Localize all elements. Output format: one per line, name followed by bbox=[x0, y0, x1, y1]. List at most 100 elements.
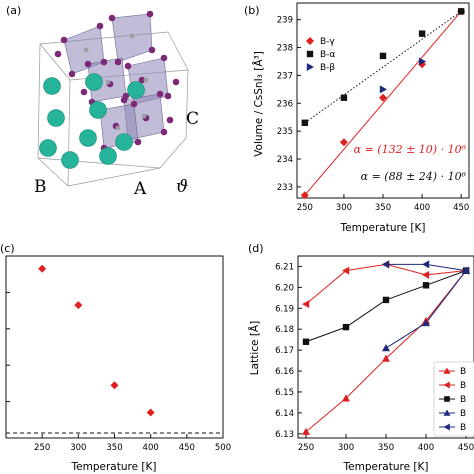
cell-edge-8 bbox=[67, 79, 71, 187]
panel-d-point-s0-1 bbox=[342, 394, 350, 402]
panel-b-ytick-label-4: 237 bbox=[277, 71, 293, 81]
annotation-fit-red: α = (132 ± 10) · 10⁶ bbox=[354, 143, 467, 156]
panel-b-ticks: 250 300 350 400 450 233 234 235 236 237 238 239 bbox=[277, 16, 470, 213]
annotation-fit-black: α = (88 ± 24) · 10⁶ bbox=[361, 170, 467, 183]
cesium-atom-7 bbox=[61, 151, 79, 169]
panel-b-ytick-label-2: 235 bbox=[277, 127, 293, 137]
panel-b-legend-marker-1 bbox=[306, 50, 314, 58]
tin-atom-5 bbox=[115, 125, 121, 131]
panel-d-point-s2-1 bbox=[342, 323, 350, 331]
panel-b-xlabel: Temperature [K] bbox=[340, 222, 426, 234]
cesium-atom-4 bbox=[127, 81, 145, 99]
panel-c-xtick-label-5: 500 bbox=[215, 443, 231, 453]
panel-d-point-s1-3 bbox=[422, 270, 430, 279]
cesium-atom-1 bbox=[85, 73, 103, 91]
panel-b-markers bbox=[300, 7, 466, 200]
panel-a-crystal-structure: (a) B A C ϑ bbox=[6, 4, 199, 199]
panel-b-ytick-label-3: 236 bbox=[277, 99, 293, 109]
axis-label-a: A bbox=[133, 179, 147, 199]
panel-d-xlabel: Temperature [K] bbox=[343, 461, 429, 473]
iodine-atom-22 bbox=[172, 78, 180, 86]
panel-b-point-s1-1 bbox=[340, 94, 348, 101]
cesium-atom-9 bbox=[99, 147, 117, 165]
cesium-atom-2 bbox=[47, 109, 65, 127]
panel-c-xtick-label-1: 300 bbox=[70, 443, 86, 453]
iodine-atom-29 bbox=[54, 50, 62, 58]
iodine-atom-3 bbox=[146, 10, 154, 18]
panel-c-xlabel: Temperature [K] bbox=[71, 461, 157, 473]
panel-d-ytick-label-5: 6.18 bbox=[275, 325, 294, 335]
panel-b-legend-marker-0 bbox=[306, 37, 314, 45]
cesium-atom-3 bbox=[89, 101, 107, 119]
tin-atom-4 bbox=[141, 113, 147, 119]
panel-d-markers bbox=[302, 260, 470, 435]
panel-c-point-s0-1 bbox=[74, 301, 83, 310]
panel-d-ytick-label-2: 6.15 bbox=[275, 388, 294, 398]
panel-b-point-s0-1 bbox=[339, 138, 348, 147]
panel-c-chart: (c) 250 300 350 400 450 500 Temperature [K] bbox=[0, 242, 231, 473]
iodine-atom-6 bbox=[148, 46, 156, 54]
cell-edge-10 bbox=[67, 167, 161, 187]
panel-d-label: (d) bbox=[248, 242, 264, 255]
iodine-atom-23 bbox=[166, 116, 174, 124]
iodine-atom-11 bbox=[130, 100, 138, 108]
panel-b-legend-markers bbox=[306, 37, 314, 71]
legend-d-3: B bbox=[460, 409, 466, 419]
cell-edge-3 bbox=[37, 157, 161, 169]
iodine-atom-5 bbox=[68, 70, 76, 78]
panel-b-point-s2-0 bbox=[379, 85, 387, 94]
iodine-atom-12 bbox=[84, 60, 92, 68]
panel-b-xtick-label-0: 250 bbox=[297, 203, 313, 213]
panel-d-line-2 bbox=[305, 270, 467, 343]
panel-d-legend-markers bbox=[439, 367, 455, 431]
panel-b-fit-line-0 bbox=[304, 11, 462, 196]
tin-atom-0 bbox=[83, 47, 89, 53]
axis-label-theta: ϑ bbox=[176, 177, 188, 197]
cesium-atom-5 bbox=[39, 139, 57, 157]
panel-d-point-s1-0 bbox=[302, 300, 310, 309]
cell-edge-5 bbox=[185, 69, 189, 139]
panel-d-point-s2-3 bbox=[422, 282, 430, 289]
panel-b-xtick-label-2: 350 bbox=[375, 203, 391, 213]
panel-d-legend-marker-1 bbox=[443, 381, 450, 389]
panel-d-xtick-label-3: 400 bbox=[418, 443, 434, 453]
panel-d-point-s4-0 bbox=[382, 260, 390, 269]
panel-d-ticks: 250 300 350 400 450 6.13 6.14 6.15 6.16 6.17 6.18 6… bbox=[275, 262, 474, 453]
panel-c-label: (c) bbox=[0, 242, 15, 255]
iodine-atom-1 bbox=[96, 22, 104, 30]
panel-b-ytick-label-5: 238 bbox=[277, 44, 293, 54]
panel-c-point-s0-2 bbox=[110, 381, 119, 390]
panel-d-legend-marker-3 bbox=[443, 409, 451, 416]
panel-b-fit-lines bbox=[304, 10, 462, 196]
panel-c-xtick-label-0: 250 bbox=[34, 443, 50, 453]
panel-d-point-s4-2 bbox=[462, 266, 470, 275]
panel-b-xtick-label-4: 450 bbox=[453, 203, 469, 213]
cell-edge-2 bbox=[37, 43, 41, 159]
legend-d-4: B bbox=[460, 423, 466, 433]
panel-b-ytick-label-0: 233 bbox=[277, 183, 293, 193]
panel-b-point-s1-3 bbox=[418, 30, 426, 37]
legend-d-0: B bbox=[460, 367, 466, 377]
panel-d-ytick-label-8: 6.21 bbox=[275, 262, 294, 272]
cell-edge-1 bbox=[167, 31, 189, 71]
iodine-atom-10 bbox=[164, 92, 172, 100]
panel-d-ytick-label-0: 6.13 bbox=[275, 430, 294, 440]
crystal-structure-drawing bbox=[37, 10, 189, 187]
panel-d-xtick-label-1: 300 bbox=[338, 443, 354, 453]
panel-d-ytick-label-7: 6.20 bbox=[275, 283, 294, 293]
legend-b-gamma: B-γ bbox=[320, 37, 335, 47]
iodine-atom-16 bbox=[156, 90, 164, 98]
cesium-atom-8 bbox=[115, 133, 133, 151]
iodine-atom-2 bbox=[108, 14, 116, 22]
panel-d-legend-marker-2 bbox=[444, 396, 450, 402]
panel-b-point-s2-1 bbox=[418, 57, 427, 66]
cell-edge-4 bbox=[159, 137, 187, 169]
iodine-atom-24 bbox=[138, 76, 146, 84]
panel-c-xtick-label-4: 450 bbox=[179, 443, 195, 453]
panel-b-xtick-label-3: 400 bbox=[414, 203, 430, 213]
panel-b-fit-line-1 bbox=[304, 10, 462, 124]
legend-b-beta: B-β bbox=[320, 63, 335, 73]
panel-c-point-s0-0 bbox=[38, 264, 47, 273]
panel-d-xtick-label-2: 350 bbox=[378, 443, 394, 453]
panel-d-point-s0-2 bbox=[382, 354, 390, 362]
